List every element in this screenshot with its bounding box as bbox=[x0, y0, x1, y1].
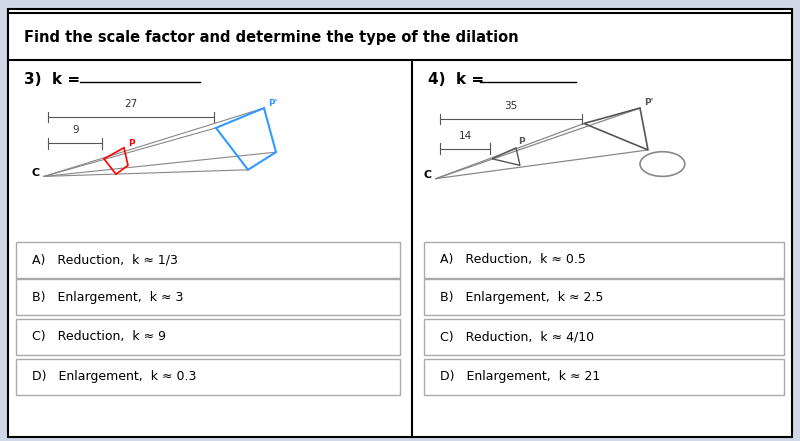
Text: C)   Reduction,  k ≈ 4/10: C) Reduction, k ≈ 4/10 bbox=[440, 330, 594, 344]
Text: Find the scale factor and determine the type of the dilation: Find the scale factor and determine the … bbox=[24, 30, 518, 45]
FancyBboxPatch shape bbox=[424, 319, 784, 355]
FancyBboxPatch shape bbox=[16, 319, 400, 355]
FancyBboxPatch shape bbox=[424, 359, 784, 395]
Text: P: P bbox=[128, 138, 134, 148]
Text: P': P' bbox=[644, 97, 654, 107]
Text: D)   Enlargement,  k ≈ 0.3: D) Enlargement, k ≈ 0.3 bbox=[32, 370, 196, 383]
Text: 27: 27 bbox=[125, 99, 138, 109]
Text: 35: 35 bbox=[505, 101, 518, 111]
Text: D)   Enlargement,  k ≈ 21: D) Enlargement, k ≈ 21 bbox=[440, 370, 600, 383]
Text: C: C bbox=[32, 168, 40, 178]
Text: C: C bbox=[424, 170, 432, 180]
FancyBboxPatch shape bbox=[424, 279, 784, 315]
FancyBboxPatch shape bbox=[8, 9, 792, 437]
FancyBboxPatch shape bbox=[16, 242, 400, 278]
FancyBboxPatch shape bbox=[8, 13, 792, 60]
FancyBboxPatch shape bbox=[424, 242, 784, 278]
Text: C)   Reduction,  k ≈ 9: C) Reduction, k ≈ 9 bbox=[32, 330, 166, 344]
Text: A)   Reduction,  k ≈ 0.5: A) Reduction, k ≈ 0.5 bbox=[440, 253, 586, 266]
Text: B)   Enlargement,  k ≈ 2.5: B) Enlargement, k ≈ 2.5 bbox=[440, 291, 603, 304]
Text: P: P bbox=[518, 137, 525, 146]
FancyBboxPatch shape bbox=[16, 359, 400, 395]
FancyBboxPatch shape bbox=[16, 279, 400, 315]
Text: P': P' bbox=[268, 99, 278, 108]
Text: 9: 9 bbox=[72, 125, 78, 135]
Text: B)   Enlargement,  k ≈ 3: B) Enlargement, k ≈ 3 bbox=[32, 291, 183, 304]
Text: 3)  k =: 3) k = bbox=[24, 72, 86, 87]
Text: 4)  k =: 4) k = bbox=[428, 72, 490, 87]
Text: A)   Reduction,  k ≈ 1/3: A) Reduction, k ≈ 1/3 bbox=[32, 253, 178, 266]
Text: 14: 14 bbox=[458, 131, 472, 141]
